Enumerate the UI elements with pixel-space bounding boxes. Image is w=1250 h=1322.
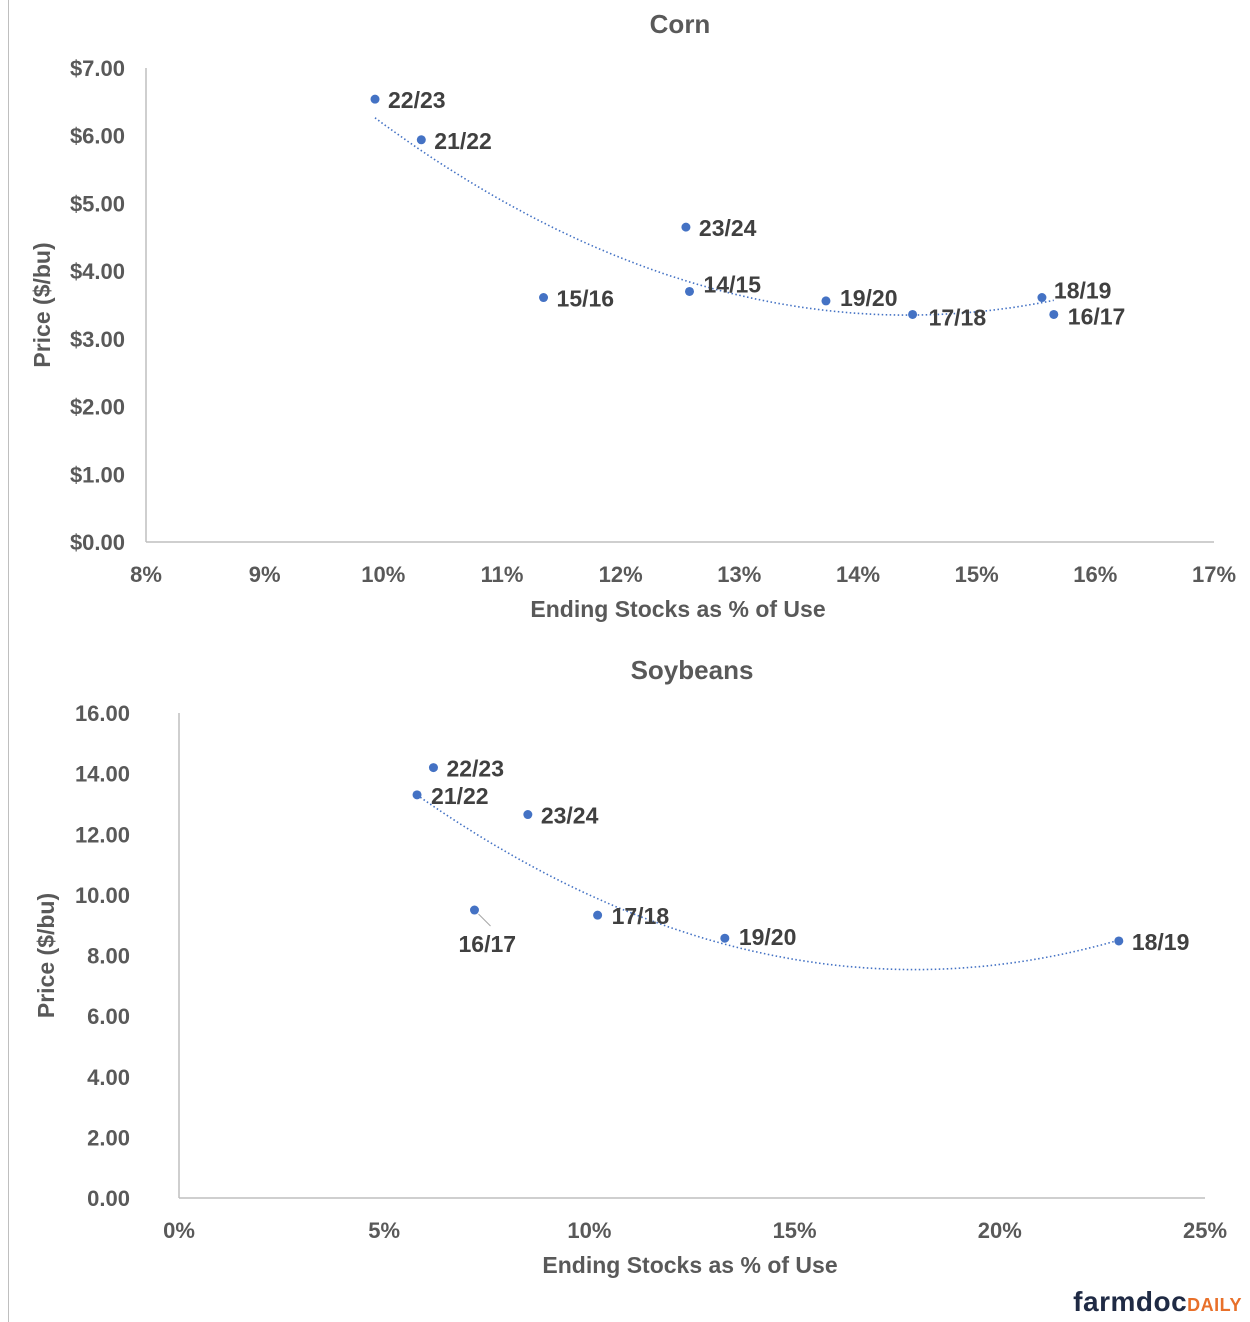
soybeans-x-tick-label: 25% xyxy=(1183,1218,1227,1243)
soybeans-y-tick-label: 12.00 xyxy=(75,822,130,847)
corn-y-tick-label: $4.00 xyxy=(70,259,125,284)
corn-point-label: 21/22 xyxy=(434,128,492,154)
corn-point-label: 23/24 xyxy=(699,215,757,241)
soybeans-y-tick-label: 8.00 xyxy=(87,944,130,969)
corn-data-point xyxy=(681,222,691,232)
soybeans-y-tick-label: 4.00 xyxy=(87,1065,130,1090)
corn-point-label: 15/16 xyxy=(557,286,615,312)
corn-x-tick-label: 16% xyxy=(1073,562,1117,587)
soybeans-data-point xyxy=(428,763,438,773)
soybeans-data-point xyxy=(469,905,479,915)
logo-farmdoc: farmdoc xyxy=(1073,1286,1188,1317)
corn-x-tick-label: 11% xyxy=(481,562,524,587)
soybeans-y-tick-label: 0.00 xyxy=(87,1186,130,1211)
soybeans-point-label: 23/24 xyxy=(541,803,599,829)
corn-x-tick-label: 12% xyxy=(599,562,643,587)
soybeans-y-tick-label: 16.00 xyxy=(75,701,130,726)
corn-y-tick-label: $2.00 xyxy=(70,395,125,420)
farmdoc-daily-logo: farmdocDAILY xyxy=(1073,1286,1242,1318)
soybeans-data-point xyxy=(1114,936,1124,946)
soybeans-x-tick-label: 10% xyxy=(567,1218,611,1243)
logo-daily: DAILY xyxy=(1187,1295,1242,1315)
corn-y-tick-label: $7.00 xyxy=(70,56,125,81)
soybeans-trendline xyxy=(416,794,1120,971)
soybeans-point-label: 18/19 xyxy=(1132,929,1190,955)
soybeans-y-tick-label: 10.00 xyxy=(75,883,130,908)
corn-data-point xyxy=(1049,309,1059,319)
soybeans-y-axis-title: Price ($/bu) xyxy=(33,893,59,1018)
corn-x-tick-label: 10% xyxy=(361,562,405,587)
corn-point-label: 18/19 xyxy=(1054,278,1112,304)
corn-y-tick-label: $0.00 xyxy=(70,530,125,555)
soybeans-label-leader-line xyxy=(478,913,491,927)
soybeans-data-point xyxy=(412,790,422,800)
corn-data-point xyxy=(1037,293,1047,303)
corn-point-label: 22/23 xyxy=(388,87,446,113)
soybeans-y-tick-label: 2.00 xyxy=(87,1125,130,1150)
soybeans-data-point xyxy=(720,933,730,943)
corn-x-tick-label: 15% xyxy=(955,562,999,587)
soybeans-x-tick-label: 20% xyxy=(978,1218,1022,1243)
soybeans-x-axis-title: Ending Stocks as % of Use xyxy=(542,1252,837,1278)
soybeans-point-label: 21/22 xyxy=(431,783,489,809)
soybeans-x-tick-label: 0% xyxy=(163,1218,195,1243)
corn-x-tick-label: 14% xyxy=(836,562,880,587)
soybeans-y-tick-label: 6.00 xyxy=(87,1004,130,1029)
corn-data-point xyxy=(908,309,918,319)
corn-data-point xyxy=(370,94,380,104)
corn-x-axis-title: Ending Stocks as % of Use xyxy=(530,596,825,622)
soybeans-point-label: 22/23 xyxy=(446,756,504,782)
corn-y-tick-label: $6.00 xyxy=(70,124,125,149)
soybeans-data-point xyxy=(523,810,533,820)
soybeans-x-tick-label: 5% xyxy=(368,1218,400,1243)
corn-point-label: 17/18 xyxy=(929,304,987,330)
corn-point-label: 19/20 xyxy=(840,285,898,311)
corn-data-point xyxy=(821,296,831,306)
corn-x-tick-label: 17% xyxy=(1192,562,1236,587)
soybeans-point-label: 19/20 xyxy=(739,924,797,950)
corn-x-tick-label: 13% xyxy=(717,562,761,587)
corn-y-axis-title: Price ($/bu) xyxy=(29,242,55,367)
soybeans-y-tick-label: 14.00 xyxy=(75,762,130,787)
corn-x-tick-label: 9% xyxy=(249,562,281,587)
corn-y-tick-label: $3.00 xyxy=(70,327,125,352)
soybeans-point-label: 16/17 xyxy=(458,931,516,957)
corn-x-tick-label: 8% xyxy=(130,562,162,587)
soybeans-data-point xyxy=(593,910,603,920)
corn-data-point xyxy=(539,293,549,303)
soybeans-point-label: 17/18 xyxy=(612,903,670,929)
corn-data-point xyxy=(416,135,426,145)
corn-data-point xyxy=(684,286,694,296)
left-border-line xyxy=(8,0,9,1322)
corn-point-label: 16/17 xyxy=(1068,303,1126,329)
corn-point-label: 14/15 xyxy=(703,271,761,297)
soybeans-chart-title: Soybeans xyxy=(631,655,754,685)
soybeans-x-tick-label: 15% xyxy=(773,1218,817,1243)
corn-chart-title: Corn xyxy=(650,9,711,39)
corn-y-tick-label: $5.00 xyxy=(70,191,125,216)
corn-y-tick-label: $1.00 xyxy=(70,462,125,487)
